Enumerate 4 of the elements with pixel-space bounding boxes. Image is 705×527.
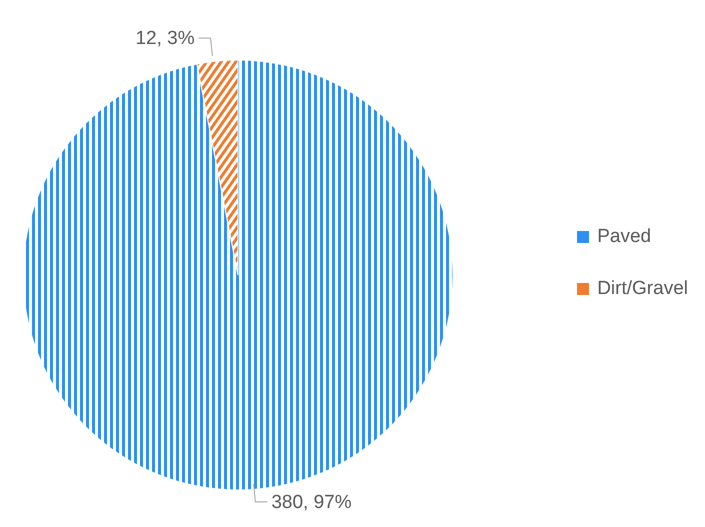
legend-label: Dirt/Gravel [597, 278, 688, 300]
data-label: 380, 97% [271, 492, 352, 513]
legend-label: Paved [597, 226, 652, 248]
data-label: 12, 3% [135, 28, 195, 50]
